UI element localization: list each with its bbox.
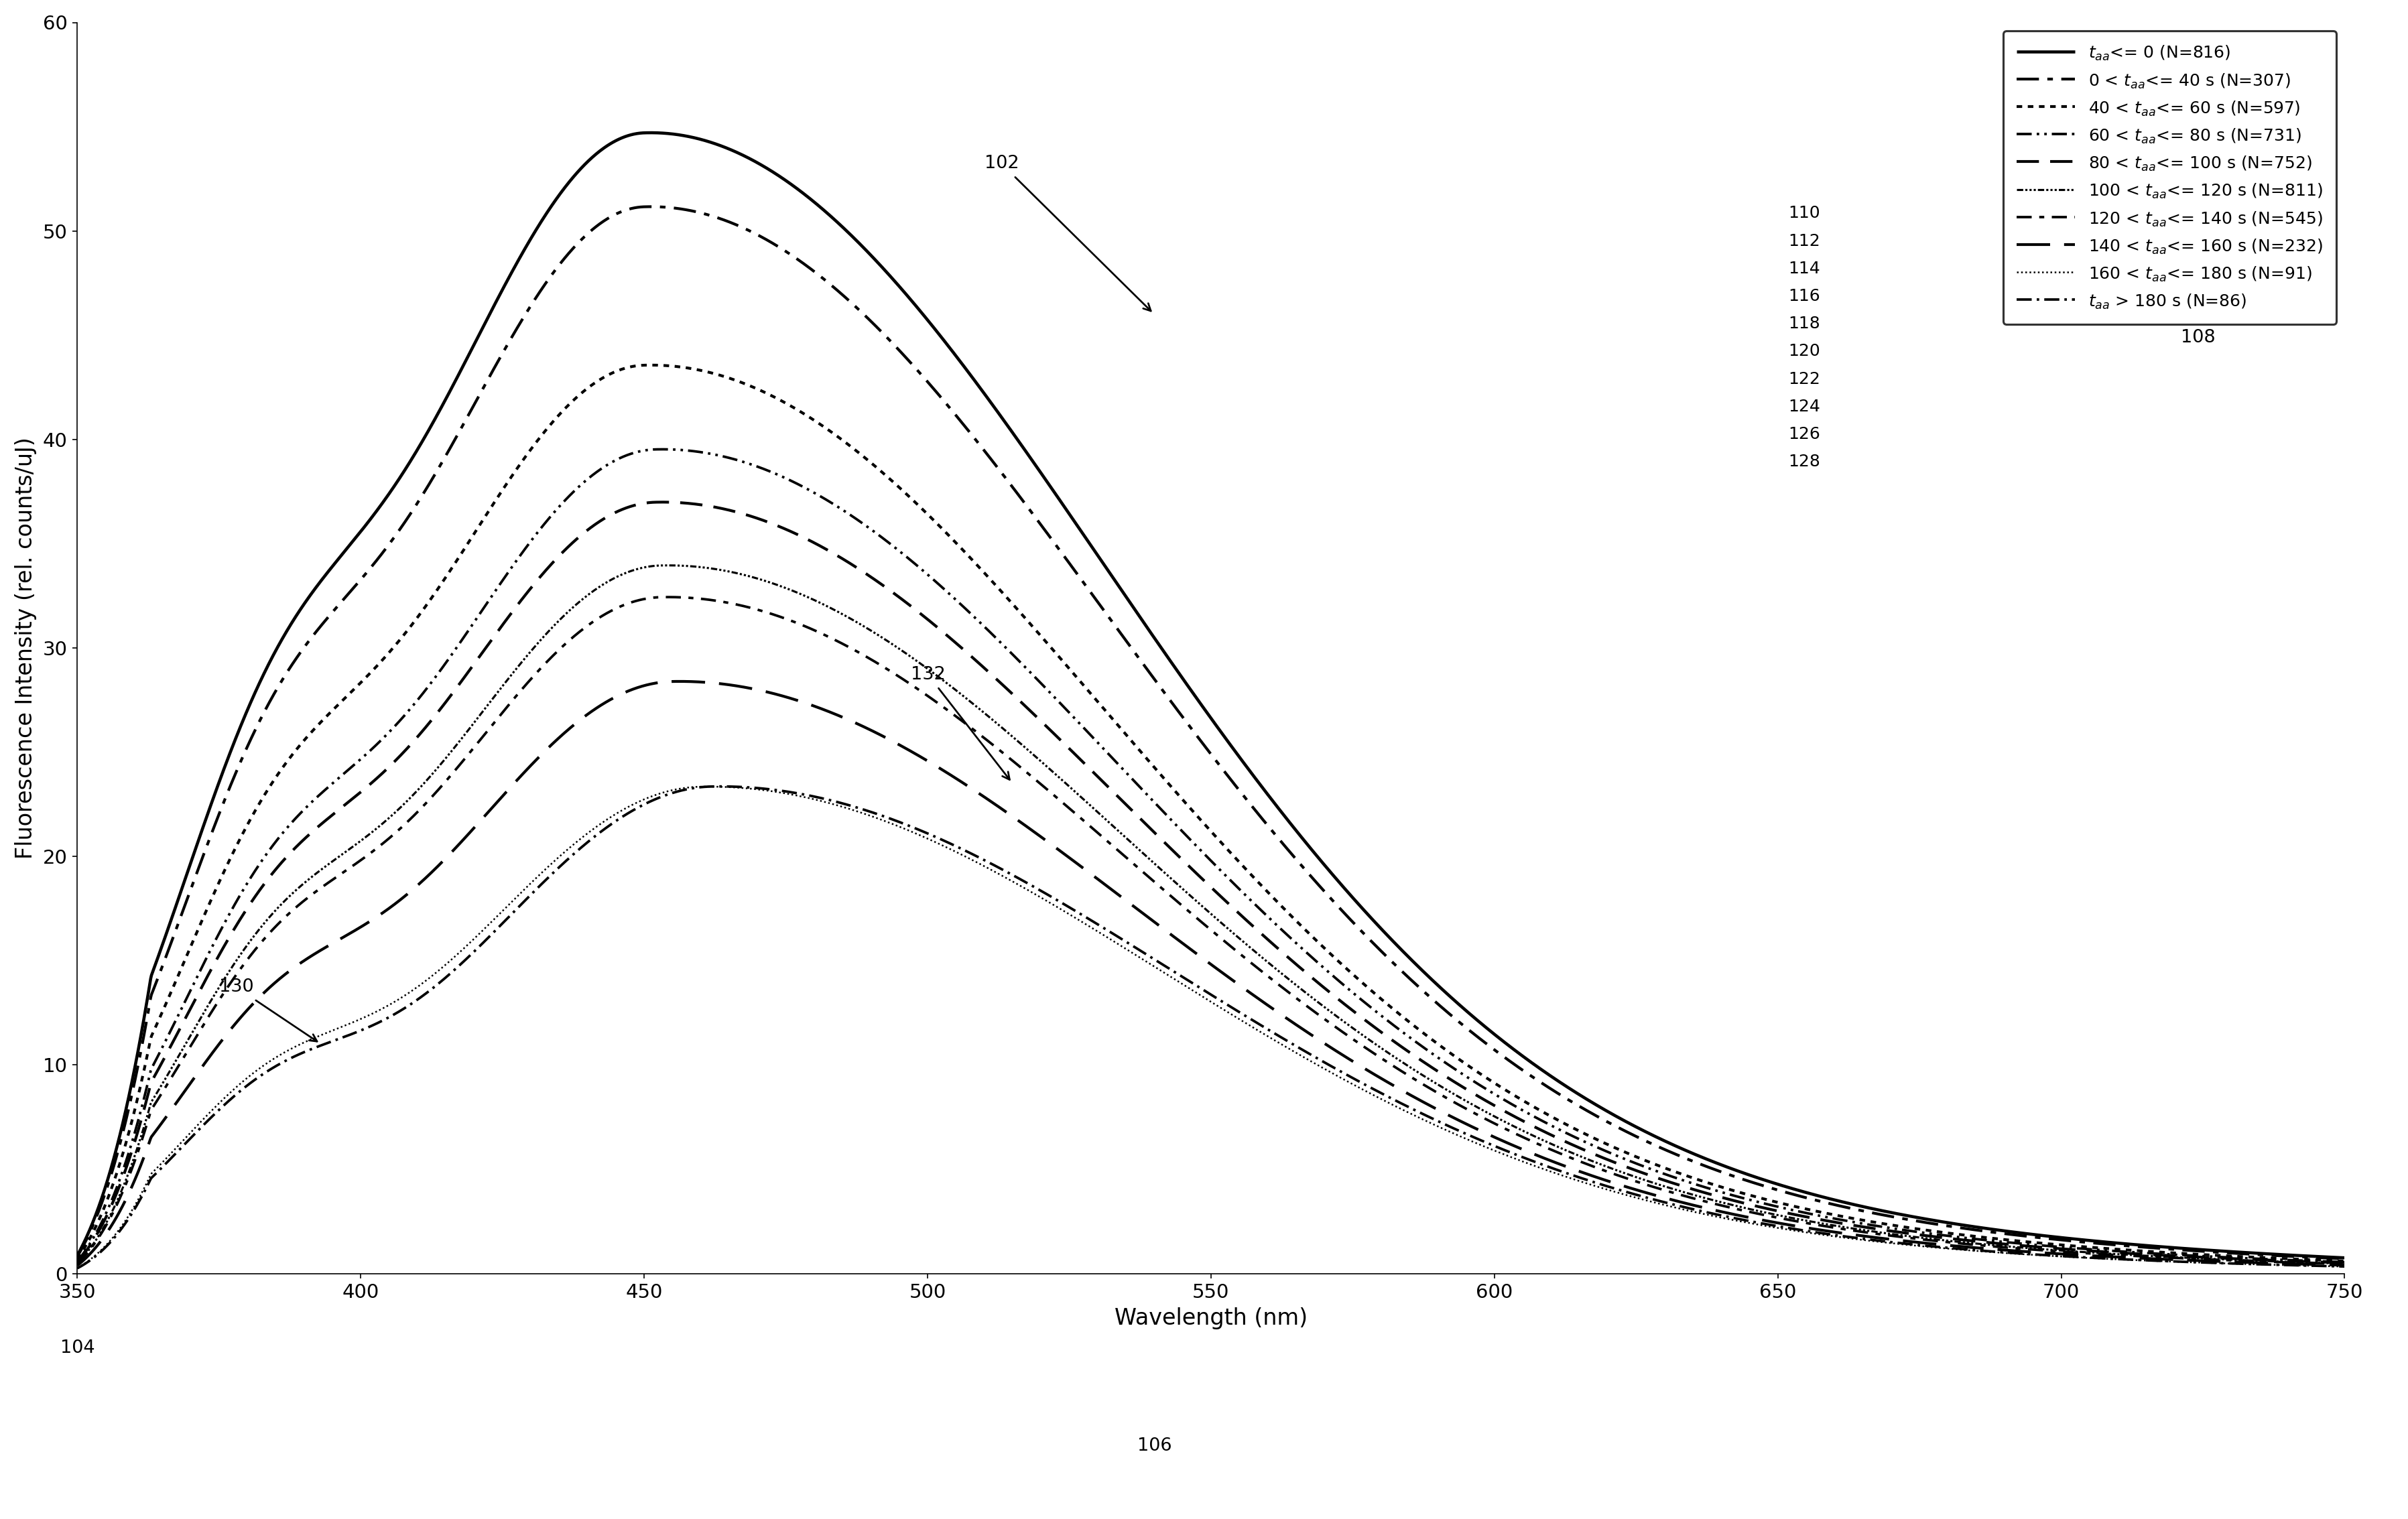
Text: 110: 110 — [1789, 205, 1820, 222]
Text: 114: 114 — [1789, 260, 1820, 276]
Text: 104: 104 — [60, 1340, 94, 1356]
Text: 124: 124 — [1789, 398, 1820, 415]
Y-axis label: Fluorescence Intensity (rel. counts/uJ): Fluorescence Intensity (rel. counts/uJ) — [14, 437, 36, 858]
Text: 112: 112 — [1789, 232, 1820, 249]
Text: 118: 118 — [1789, 316, 1820, 331]
Text: 108: 108 — [2182, 328, 2215, 346]
Text: 120: 120 — [1789, 343, 1820, 360]
Text: 116: 116 — [1789, 289, 1820, 304]
Text: 122: 122 — [1789, 371, 1820, 387]
Legend: $t_{aa}$<= 0 (N=816), 0 < $t_{aa}$<= 40 s (N=307), 40 < $t_{aa}$<= 60 s (N=597),: $t_{aa}$<= 0 (N=816), 0 < $t_{aa}$<= 40 … — [2003, 30, 2336, 325]
X-axis label: Wavelength (nm): Wavelength (nm) — [1115, 1308, 1308, 1329]
Text: 102: 102 — [985, 155, 1151, 311]
Text: 106: 106 — [1137, 1437, 1173, 1455]
Text: 126: 126 — [1789, 427, 1820, 442]
Text: 132: 132 — [910, 665, 1009, 779]
Text: 130: 130 — [219, 978, 318, 1042]
Text: 128: 128 — [1789, 454, 1820, 469]
